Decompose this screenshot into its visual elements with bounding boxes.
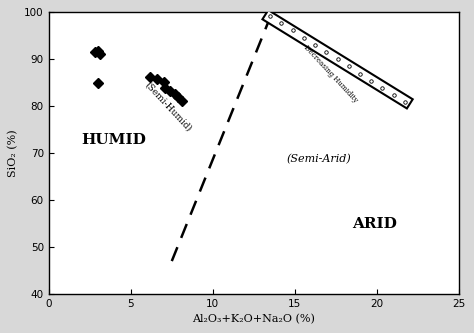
Text: HUMID: HUMID xyxy=(82,133,146,147)
Text: Decreasing Humidity: Decreasing Humidity xyxy=(301,43,359,104)
X-axis label: Al₂O₃+K₂O+Na₂O (%): Al₂O₃+K₂O+Na₂O (%) xyxy=(192,314,315,325)
Polygon shape xyxy=(263,10,413,109)
Text: (Semi-Humid): (Semi-Humid) xyxy=(142,80,193,133)
Text: ARID: ARID xyxy=(352,217,397,231)
Y-axis label: SiO₂ (%): SiO₂ (%) xyxy=(9,129,18,177)
Text: (Semi-Arid): (Semi-Arid) xyxy=(287,154,351,165)
